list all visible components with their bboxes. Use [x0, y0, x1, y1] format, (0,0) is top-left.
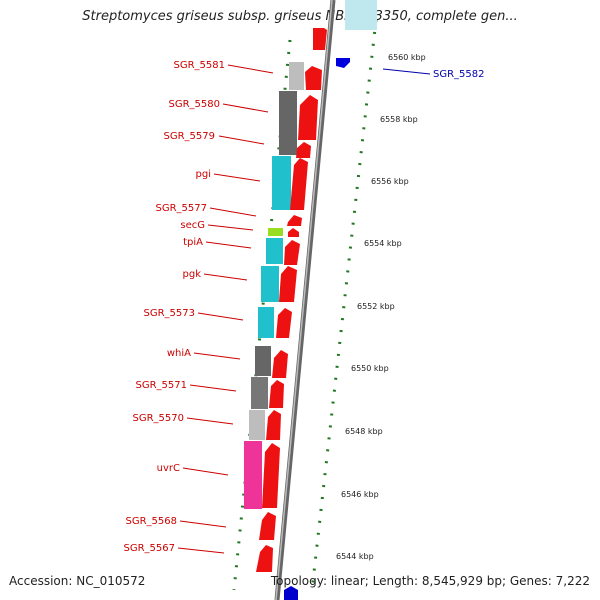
left-gene-labels: SGR_5581 SGR_5580 SGR_5579 pgi SGR_5577 … [124, 60, 226, 554]
feature-box-gray-1[interactable] [289, 62, 304, 90]
gene-label[interactable]: SGR_5579 [164, 131, 216, 142]
scale-tick-label: 6558 kbp [380, 115, 418, 124]
map-title: Streptomyces griseus subsp. griseus NBRC… [82, 9, 518, 24]
scale-tick-label: 6550 kbp [351, 364, 389, 373]
feature-box-cyan-1[interactable] [272, 156, 291, 210]
gene-label[interactable]: SGR_5571 [136, 380, 188, 391]
cds-arrow-3[interactable] [296, 142, 311, 158]
cds-arrow-top[interactable] [313, 28, 327, 50]
feature-bottom-blue[interactable] [284, 586, 298, 600]
cds-arrow-9[interactable] [276, 308, 292, 338]
cds-arrow-8[interactable] [279, 266, 297, 302]
gene-label[interactable]: pgk [183, 269, 202, 280]
gene-label[interactable]: SGR_5568 [126, 516, 178, 527]
scale-tick-label: 6560 kbp [388, 53, 426, 62]
left-leader-lines [177, 64, 274, 554]
cds-arrow-5[interactable] [287, 215, 302, 226]
feature-box-cyan-4[interactable] [258, 307, 274, 338]
cds-arrow-10[interactable] [272, 350, 288, 378]
cds-arrow-4[interactable] [290, 158, 308, 210]
gene-label[interactable]: whiA [167, 348, 191, 359]
feature-box-cyan-2[interactable] [266, 238, 283, 264]
gene-label[interactable]: tpiA [183, 237, 203, 248]
scale-tick-label: 6556 kbp [371, 177, 409, 186]
feature-box-magenta[interactable] [244, 441, 262, 509]
cds-arrow-15[interactable] [256, 545, 273, 572]
gene-label[interactable]: SGR_5580 [169, 99, 221, 110]
cds-arrow-13[interactable] [262, 443, 280, 508]
genome-backbone [274, 0, 336, 600]
gene-label[interactable]: pgi [196, 169, 211, 180]
cds-arrow-12[interactable] [266, 410, 281, 440]
cds-arrow-6[interactable] [288, 228, 299, 237]
feature-box-top-cyan[interactable] [345, 0, 377, 30]
scale-tick-label: 6552 kbp [357, 302, 395, 311]
scale-tick-label: 6544 kbp [336, 552, 374, 561]
genome-backbone-highlight [275, 0, 333, 600]
cds-arrow-11[interactable] [269, 380, 284, 408]
gene-label[interactable]: SGR_5581 [174, 60, 226, 71]
gene-label[interactable]: SGR_5582 [433, 69, 485, 80]
cds-arrow-1[interactable] [305, 66, 322, 90]
cds-arrow-2[interactable] [298, 95, 318, 140]
right-leader-line [382, 68, 431, 75]
cds-arrow-14[interactable] [259, 512, 276, 540]
feature-box-dark-3[interactable] [251, 377, 268, 409]
feature-box-gray-2[interactable] [249, 410, 265, 440]
cds-arrow-7[interactable] [284, 240, 300, 265]
scale-tick-label: 6546 kbp [341, 490, 379, 499]
gene-label[interactable]: secG [180, 220, 205, 231]
gene-label[interactable]: uvrC [157, 463, 180, 474]
scale-tick-labels: 6560 kbp 6558 kbp 6556 kbp 6554 kbp 6552… [336, 53, 426, 561]
feature-box-cyan-3[interactable] [261, 266, 279, 302]
cds-arrow-right-strand[interactable] [336, 58, 350, 68]
genome-summary-text: Topology: linear; Length: 8,545,929 bp; … [270, 574, 590, 588]
gene-label[interactable]: SGR_5567 [124, 543, 176, 554]
feature-box-green[interactable] [268, 228, 283, 236]
feature-box-dark-2[interactable] [255, 346, 271, 376]
feature-box-dark-1[interactable] [279, 91, 297, 155]
accession-text: Accession: NC_010572 [9, 574, 146, 588]
gene-label[interactable]: SGR_5573 [144, 308, 196, 319]
gene-label[interactable]: SGR_5577 [156, 203, 208, 214]
scale-tick-label: 6548 kbp [345, 427, 383, 436]
scale-tick-label: 6554 kbp [364, 239, 402, 248]
gene-label[interactable]: SGR_5570 [133, 413, 185, 424]
